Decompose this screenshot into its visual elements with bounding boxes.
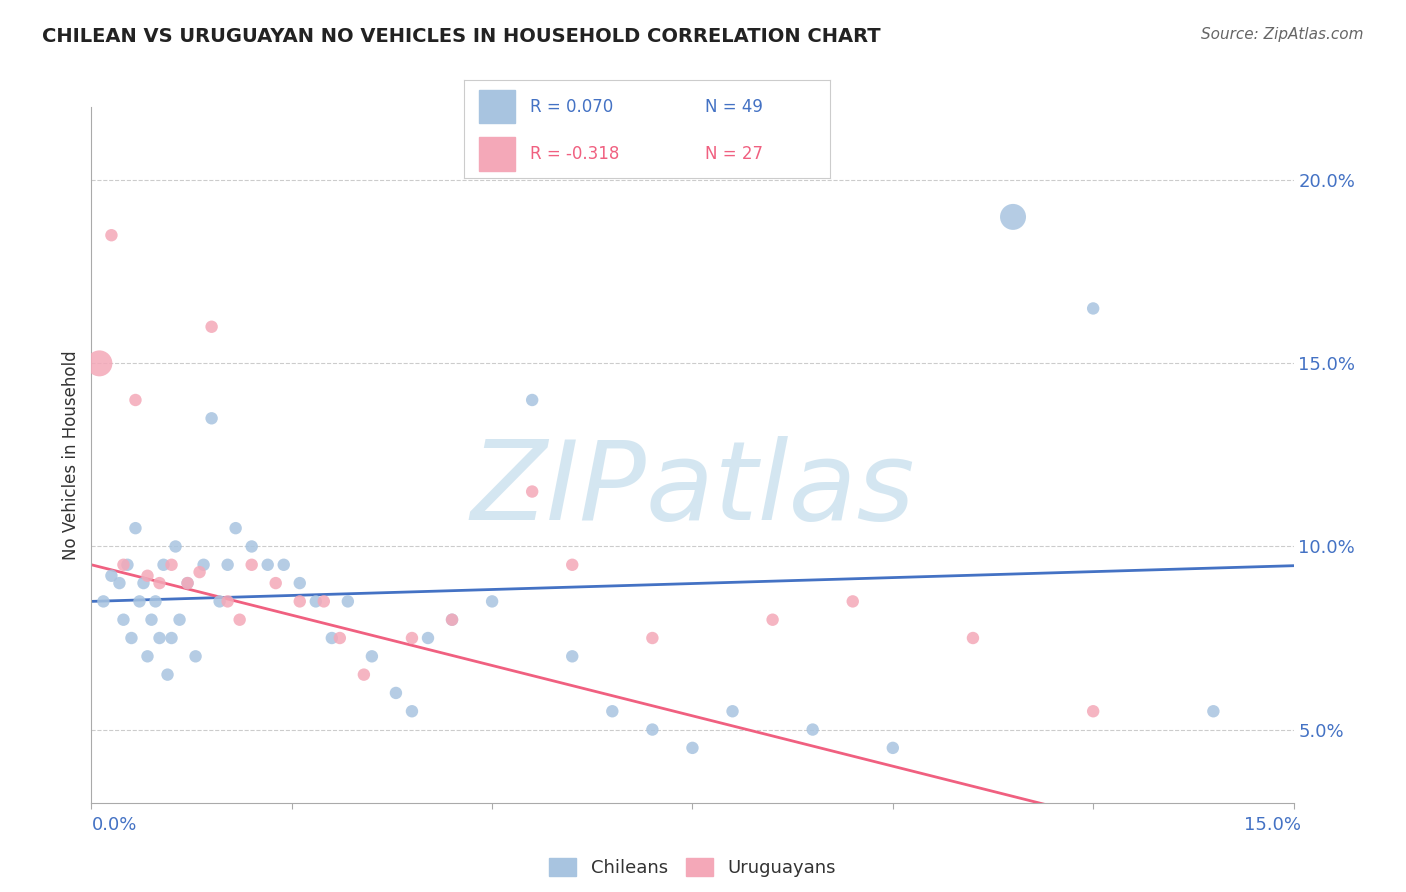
Point — [128, 594, 150, 608]
Point — [100, 228, 122, 243]
Point — [169, 613, 191, 627]
Point — [273, 558, 295, 572]
Point — [481, 594, 503, 608]
Point — [401, 704, 423, 718]
Point — [108, 576, 131, 591]
Point — [141, 613, 163, 627]
Point — [602, 704, 624, 718]
Point — [882, 740, 904, 755]
Point — [288, 594, 311, 608]
Point — [176, 576, 198, 591]
Point — [801, 723, 824, 737]
Point — [641, 723, 664, 737]
Point — [360, 649, 382, 664]
Point — [336, 594, 359, 608]
Point — [561, 558, 583, 572]
Text: 0.0%: 0.0% — [91, 816, 136, 834]
Point — [228, 613, 250, 627]
Point — [208, 594, 231, 608]
Point — [1202, 704, 1225, 718]
Point — [312, 594, 335, 608]
Point — [124, 392, 146, 407]
FancyBboxPatch shape — [478, 90, 515, 123]
Point — [152, 558, 174, 572]
Point — [962, 631, 984, 645]
Point — [721, 704, 744, 718]
Point — [256, 558, 278, 572]
Point — [561, 649, 583, 664]
Point — [112, 613, 135, 627]
Point — [201, 319, 224, 334]
Point — [385, 686, 408, 700]
Point — [416, 631, 439, 645]
Point — [329, 631, 352, 645]
Point — [1083, 704, 1105, 718]
Point — [100, 568, 122, 582]
Point — [217, 594, 239, 608]
Text: N = 49: N = 49 — [706, 98, 763, 116]
Point — [305, 594, 328, 608]
Point — [1083, 301, 1105, 316]
Point — [132, 576, 155, 591]
Text: ZIPatlas: ZIPatlas — [470, 436, 915, 543]
Point — [264, 576, 287, 591]
Point — [217, 558, 239, 572]
Point — [240, 540, 263, 554]
Point — [288, 576, 311, 591]
Point — [156, 667, 179, 681]
Point — [136, 649, 159, 664]
Point — [353, 667, 375, 681]
Point — [681, 740, 703, 755]
Point — [145, 594, 167, 608]
Point — [762, 613, 785, 627]
Point — [841, 594, 863, 608]
Point — [401, 631, 423, 645]
Legend: Chileans, Uruguayans: Chileans, Uruguayans — [541, 850, 844, 884]
Point — [160, 558, 183, 572]
Point — [124, 521, 146, 535]
Y-axis label: No Vehicles in Household: No Vehicles in Household — [62, 350, 80, 560]
Point — [93, 594, 115, 608]
Text: CHILEAN VS URUGUAYAN NO VEHICLES IN HOUSEHOLD CORRELATION CHART: CHILEAN VS URUGUAYAN NO VEHICLES IN HOUS… — [42, 27, 880, 45]
Point — [148, 576, 170, 591]
Point — [441, 613, 464, 627]
Text: Source: ZipAtlas.com: Source: ZipAtlas.com — [1201, 27, 1364, 42]
Point — [225, 521, 247, 535]
Point — [201, 411, 224, 425]
Point — [441, 613, 464, 627]
Point — [165, 540, 187, 554]
Point — [240, 558, 263, 572]
Point — [520, 484, 543, 499]
Point — [188, 565, 211, 579]
Text: N = 27: N = 27 — [706, 145, 763, 163]
Point — [321, 631, 343, 645]
Text: 15.0%: 15.0% — [1243, 816, 1301, 834]
Point — [1001, 210, 1024, 224]
Point — [160, 631, 183, 645]
Point — [148, 631, 170, 645]
Point — [121, 631, 143, 645]
Point — [641, 631, 664, 645]
Point — [193, 558, 215, 572]
Point — [89, 356, 111, 370]
Point — [176, 576, 198, 591]
Point — [117, 558, 139, 572]
Point — [136, 568, 159, 582]
FancyBboxPatch shape — [478, 137, 515, 170]
Point — [112, 558, 135, 572]
Text: R = 0.070: R = 0.070 — [530, 98, 613, 116]
Point — [520, 392, 543, 407]
Point — [184, 649, 207, 664]
Text: R = -0.318: R = -0.318 — [530, 145, 619, 163]
